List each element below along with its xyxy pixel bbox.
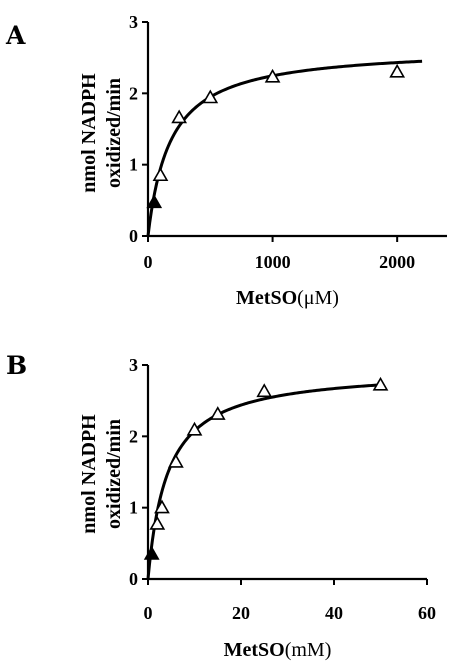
y-tick-label: 2 [129,426,138,446]
panel-b: B 0 1 2 3 0 20 40 60 nmol NADPH oxidized/min MetSO(… [6,351,436,661]
data-point-triangle [209,406,226,420]
data-point-triangle [186,421,203,436]
x-tick-label: 0 [144,252,153,272]
y-tick-label: 1 [129,498,138,518]
data-point-triangle [389,63,406,78]
y-axis-title-line-1: nmol NADPH [78,414,100,534]
x-axis-title-main: MetSO [236,287,297,309]
x-tick-label: 40 [325,603,343,623]
fit-curve [146,383,381,580]
y-axis-title-line-1: nmol NADPH [78,73,100,193]
data-point-triangle [202,89,219,104]
data-point-triangle [143,545,160,560]
data-point-triangle [149,515,166,530]
data-point-triangle [264,68,281,83]
y-tick-label: 0 [129,569,138,589]
y-axis-title-line-2: oxidized/min [103,419,125,529]
data-point-triangle [372,376,389,391]
data-point-triangle [168,453,184,468]
data-point-triangle [152,167,169,182]
panel-label: A [5,21,26,50]
x-axis-title: MetSO(μM) [236,287,339,309]
x-axis-title-main: MetSO [224,639,285,661]
data-point-triangle [171,109,188,124]
y-tick-label: 2 [129,83,138,103]
x-tick-label: 1000 [255,252,291,272]
data-point-triangle [154,499,170,514]
x-axis-title-unit: (mM) [285,639,332,661]
x-axis-title-unit: (μM) [297,287,339,309]
panel-label: B [6,351,27,380]
x-tick-label: 20 [232,603,250,623]
y-tick-label: 1 [129,155,138,175]
data-point-triangle [146,194,163,209]
x-tick-label: 60 [418,603,436,623]
x-tick-label: 0 [144,603,153,623]
x-axis-title: MetSO(mM) [224,639,332,661]
panel-a: A 0 1 2 3 0 1000 2000 nmol NADPH oxidized/min MetS… [5,12,447,309]
y-tick-label: 0 [129,226,138,246]
y-axis-title-line-2: oxidized/min [103,78,125,188]
data-point-triangle [256,383,273,398]
y-tick-label: 3 [129,12,138,32]
fit-curve [146,59,423,237]
x-tick-label: 2000 [379,252,415,272]
y-tick-label: 3 [129,355,138,375]
